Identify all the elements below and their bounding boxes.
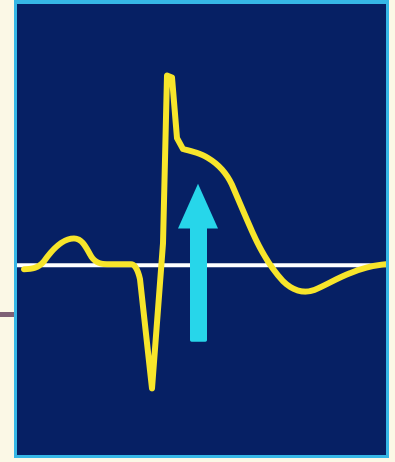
up-arrow-icon <box>178 183 218 342</box>
ecg-panel <box>14 0 389 458</box>
ecg-waveform <box>21 72 386 392</box>
ecg-diagram <box>17 4 386 455</box>
